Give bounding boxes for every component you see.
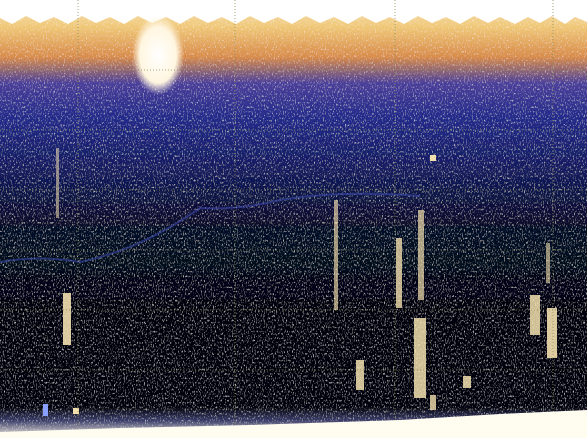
echo: [56, 148, 59, 218]
echo: [547, 308, 557, 358]
echo: [430, 155, 436, 161]
echo: [418, 210, 424, 300]
surface-plume: [132, 15, 184, 95]
page: [0, 0, 587, 438]
echo: [356, 360, 364, 390]
echo: [546, 243, 550, 283]
echo: [430, 395, 436, 410]
echo: [334, 200, 338, 310]
echo: [414, 318, 426, 398]
echo: [43, 404, 48, 416]
echo: [396, 238, 402, 308]
echo: [463, 376, 471, 388]
water-column: [0, 0, 587, 438]
echo: [530, 295, 540, 335]
echogram: [0, 0, 587, 438]
echo: [63, 293, 71, 345]
